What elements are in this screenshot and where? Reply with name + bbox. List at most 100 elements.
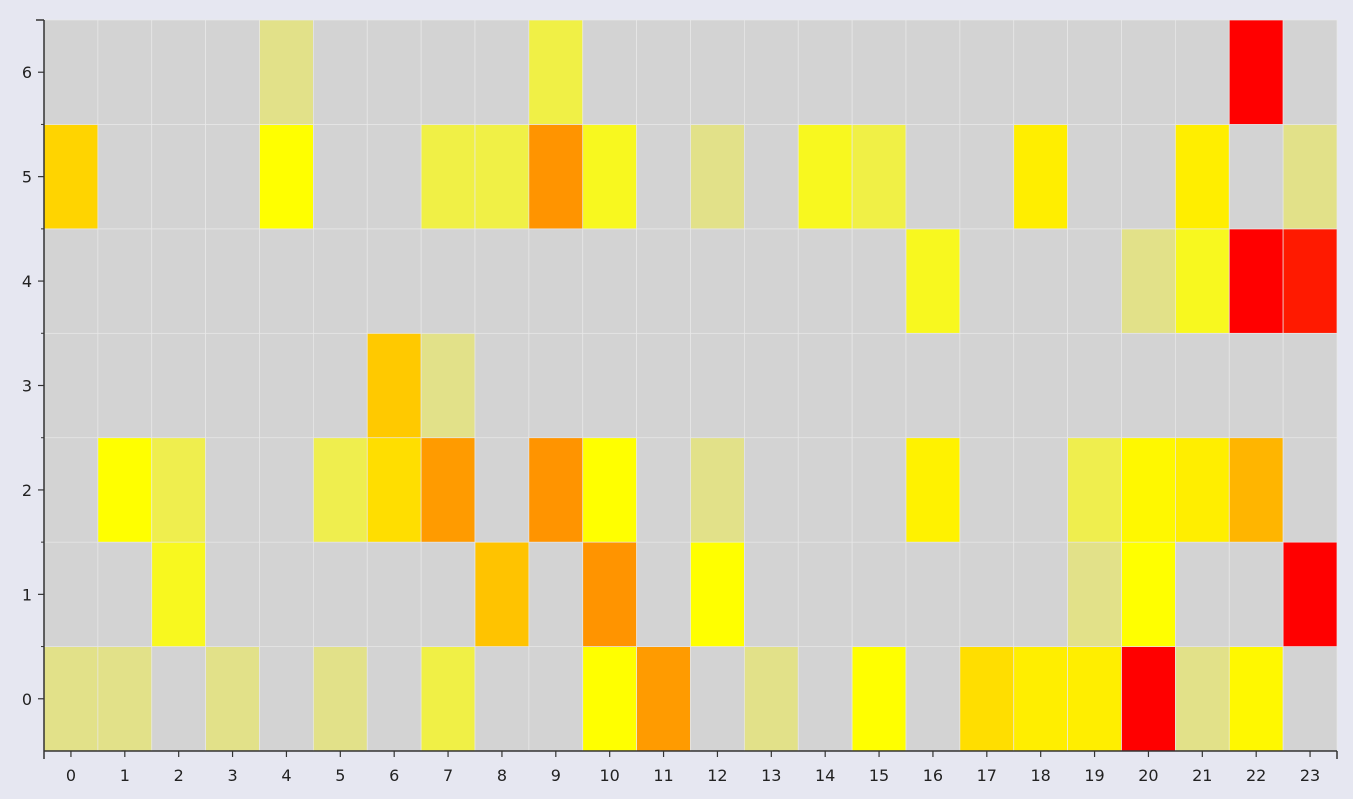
heatmap-cell-x10-y4 (582, 228, 637, 334)
heatmap-cell-x22-y5 (1228, 124, 1284, 230)
heatmap-cell-x21-y3 (1175, 332, 1230, 439)
heatmap-cell-x5-y0 (313, 646, 368, 752)
heatmap-cell-x14-y3 (797, 332, 853, 439)
heatmap-cell-x5-y6 (313, 19, 368, 125)
x-axis: 0 1 2 3 4 5 6 7 8 9 10 11 12 13 14 15 16 17 18 19 20 21 22 23 (43, 750, 1338, 785)
heatmap-cell-x7-y4 (420, 228, 476, 334)
x-tick-label: 22 (1246, 766, 1266, 785)
x-tick-label: 13 (761, 766, 781, 785)
heatmap-cell-x16-y2 (905, 437, 961, 543)
heatmap-cell-x15-y6 (851, 19, 907, 125)
heatmap-cell-x23-y3 (1282, 332, 1338, 439)
x-tick-label: 23 (1300, 766, 1320, 785)
heatmap-cell-x17-y3 (959, 332, 1015, 439)
x-tick-label: 2 (174, 766, 184, 785)
heatmap-cell-x0-y4 (43, 228, 99, 334)
heatmap-cell-x22-y3 (1228, 332, 1284, 439)
heatmap-cell-x18-y2 (1013, 437, 1068, 543)
heatmap-cell-x16-y0 (905, 646, 961, 752)
heatmap-cell-x2-y0 (151, 646, 206, 752)
heatmap-cell-x21-y2 (1175, 437, 1230, 543)
x-tick-label: 8 (497, 766, 507, 785)
heatmap-cell-x10-y2 (582, 437, 637, 543)
y-tick-label: 2 (22, 481, 32, 500)
heatmap-cell-x11-y2 (636, 437, 691, 543)
heatmap-cell-x2-y3 (151, 332, 206, 439)
y-axis: 0 1 2 3 4 5 6 (22, 19, 45, 751)
x-tick-label: 1 (120, 766, 130, 785)
heatmap-cell-x13-y0 (744, 646, 799, 752)
heatmap-cell-x21-y4 (1175, 228, 1230, 334)
heatmap-cell-x8-y5 (474, 124, 530, 230)
heatmap-cell-x23-y2 (1282, 437, 1338, 543)
heatmap-cell-x20-y1 (1121, 541, 1176, 647)
heatmap-cell-x5-y3 (313, 332, 368, 439)
heatmap-cell-x15-y1 (851, 541, 907, 647)
heatmap-cell-x16-y6 (905, 19, 961, 125)
heatmap-cell-x20-y6 (1121, 19, 1176, 125)
heatmap-cell-x17-y1 (959, 541, 1015, 647)
heatmap-cell-x8-y3 (474, 332, 530, 439)
x-tick-label: 15 (869, 766, 889, 785)
heatmap-cell-x8-y4 (474, 228, 530, 334)
heatmap-cell-x6-y3 (366, 332, 422, 439)
heatmap-cell-x0-y1 (43, 541, 99, 647)
heatmap-cell-x3-y3 (205, 332, 260, 439)
heatmap-cell-x18-y3 (1013, 332, 1068, 439)
heatmap-cell-x7-y1 (420, 541, 476, 647)
heatmap-cell-x23-y5 (1282, 124, 1338, 230)
heatmap-cell-x19-y6 (1067, 19, 1122, 125)
heatmap-cell-x6-y0 (366, 646, 422, 752)
y-tick-label: 4 (22, 272, 32, 291)
x-tick-label: 12 (707, 766, 727, 785)
x-tick-label: 17 (977, 766, 997, 785)
y-tick-label: 6 (22, 63, 32, 82)
heatmap-cell-x7-y6 (420, 19, 476, 125)
heatmap-cell-x19-y0 (1067, 646, 1122, 752)
y-tick-label: 5 (22, 168, 32, 187)
heatmap-cell-x13-y3 (744, 332, 799, 439)
heatmap-cell-x5-y1 (313, 541, 368, 647)
heatmap-cell-x22-y2 (1228, 437, 1284, 543)
heatmap-cell-x6-y5 (366, 124, 422, 230)
heatmap-cell-x20-y4 (1121, 228, 1176, 334)
x-tick-label: 4 (281, 766, 291, 785)
heatmap-cell-x5-y4 (313, 228, 368, 334)
heatmap-cell-x13-y6 (744, 19, 799, 125)
heatmap-cell-x4-y4 (259, 228, 314, 334)
heatmap-cell-x18-y6 (1013, 19, 1068, 125)
heatmap-cell-x22-y6 (1228, 19, 1284, 125)
heatmap-cell-x4-y6 (259, 19, 314, 125)
heatmap-cell-x9-y6 (528, 19, 584, 125)
heatmap-cell-x3-y2 (205, 437, 260, 543)
heatmap-cell-x19-y2 (1067, 437, 1122, 543)
heatmap-cell-x8-y2 (474, 437, 530, 543)
heatmap-cell-x14-y4 (797, 228, 853, 334)
heatmap-cell-x12-y0 (690, 646, 745, 752)
heatmap-cell-x20-y2 (1121, 437, 1176, 543)
heatmap-cell-x23-y6 (1282, 19, 1338, 125)
heatmap-cell-x12-y2 (690, 437, 745, 543)
heatmap-cell-x16-y1 (905, 541, 961, 647)
heatmap-cell-x0-y2 (43, 437, 99, 543)
x-tick-label: 9 (551, 766, 561, 785)
heatmap-cell-x20-y0 (1121, 646, 1176, 752)
x-tick-label: 5 (335, 766, 345, 785)
heatmap-cell-x17-y6 (959, 19, 1015, 125)
heatmap-cell-x9-y4 (528, 228, 584, 334)
heatmap-cell-x4-y5 (259, 124, 314, 230)
x-tick-label: 21 (1192, 766, 1212, 785)
heatmap-cell-x16-y4 (905, 228, 961, 334)
heatmap-cell-x8-y1 (474, 541, 530, 647)
x-tick-label: 20 (1138, 766, 1158, 785)
heatmap-cell-x13-y1 (744, 541, 799, 647)
heatmap-cell-x7-y2 (420, 437, 476, 543)
heatmap-cell-x18-y0 (1013, 646, 1068, 752)
heatmap-cell-x4-y2 (259, 437, 314, 543)
heatmap-cell-x19-y3 (1067, 332, 1122, 439)
heatmap-cell-x21-y6 (1175, 19, 1230, 125)
x-tick-label: 14 (815, 766, 835, 785)
heatmap-cell-x10-y3 (582, 332, 637, 439)
x-tick-label: 19 (1084, 766, 1104, 785)
